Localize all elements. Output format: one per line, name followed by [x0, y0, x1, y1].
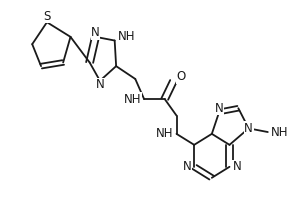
Text: N: N [215, 102, 224, 115]
Text: N: N [91, 26, 100, 39]
Text: NH: NH [124, 93, 141, 106]
Text: N: N [96, 78, 104, 91]
Text: NH: NH [271, 126, 288, 139]
Text: N: N [244, 122, 253, 135]
Text: NH: NH [118, 30, 135, 43]
Text: NH: NH [156, 127, 174, 140]
Text: N: N [182, 160, 191, 173]
Text: S: S [43, 10, 51, 23]
Text: N: N [232, 160, 241, 173]
Text: O: O [176, 70, 186, 83]
